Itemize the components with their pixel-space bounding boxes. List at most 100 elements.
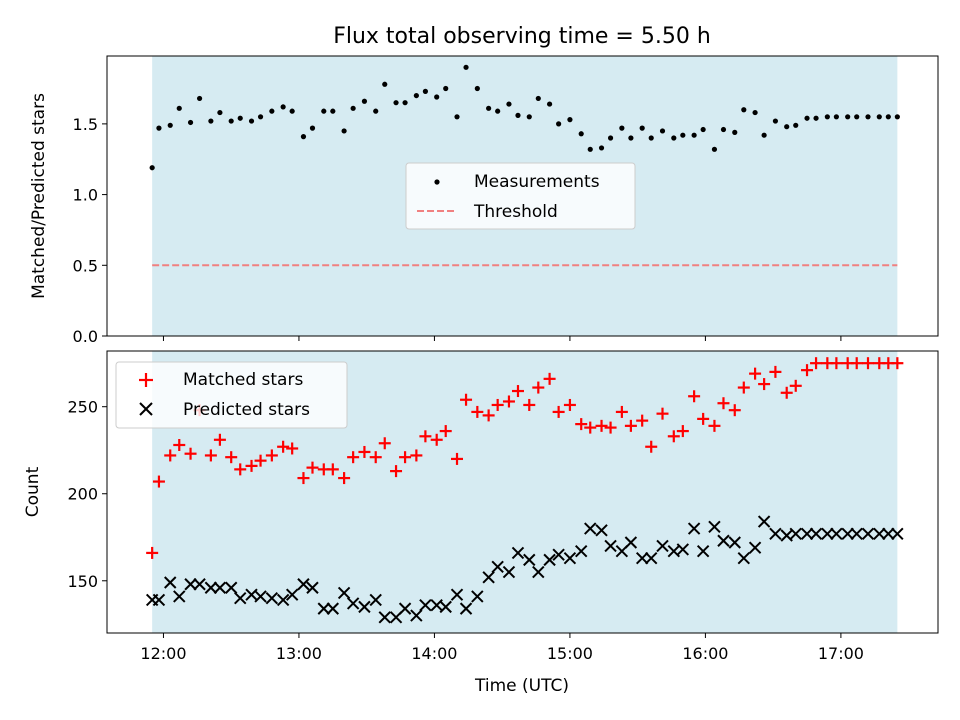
predicted-star-point [563,551,577,565]
predicted-star-point [369,593,382,607]
matched-star-point [595,419,608,432]
bottom-axes-frame [106,350,939,634]
measurement-point [854,114,860,120]
predicted-star-point [378,611,391,624]
measurement-point [628,135,634,141]
predicted-star-point [891,527,904,540]
y-tick-label: 250 [67,398,98,417]
matched-star-point [482,409,495,422]
matched-star-points [146,357,904,559]
matched-star-point [265,449,278,462]
matched-star-point [439,425,452,438]
matched-star-point [306,461,319,474]
measurement-point [515,112,521,118]
top-y-ticks: 0.0 0.5 1.0 1.5 [73,115,107,346]
predicted-star-point [471,590,484,603]
ratio-panel: 0.0 0.5 1.0 1.5 Matched/Predicted stars Mea… [29,55,939,346]
measurement-point [578,131,584,137]
measurement-point [402,100,408,106]
measurement-point [720,126,727,133]
matched-star-point [410,449,423,462]
measurement-point [598,145,605,151]
matched-star-point [152,475,165,488]
matched-star-point [604,421,617,434]
predicted-star-point [459,602,473,615]
predicted-star-point [398,602,412,615]
matched-star-point [297,472,310,485]
top-y-axis-label: Matched/Predicted stars [29,93,49,299]
legend-measurements-marker [434,179,440,185]
x-tick-label: 12:00 [140,644,186,663]
top-legend-box [405,162,636,230]
measurement-point [208,118,214,124]
matched-star-point [338,472,351,485]
measurement-point [648,135,654,141]
y-tick-label: 1.5 [73,115,98,134]
predicted-star-point [164,576,177,589]
figure-title: Flux total observing time = 5.50 h [333,24,711,49]
predicted-star-point [728,536,741,549]
predicted-star-point [523,553,536,567]
measurement-point [495,108,501,114]
predicted-star-point [861,527,875,540]
measurement-point [434,94,440,100]
measurement-point [321,108,327,114]
matched-star-point [532,381,545,394]
matched-star-point [645,440,658,453]
measurement-point [361,98,368,104]
predicted-star-point [482,571,495,584]
measurement-point [772,118,779,124]
measurement-point [752,109,758,116]
measurement-point [680,132,686,138]
matched-star-point [563,398,576,411]
predicted-star-point [624,536,638,549]
top-x-ticks [162,336,842,341]
matched-star-point [708,419,721,432]
x-tick-label: 17:00 [818,644,864,663]
predicted-star-point [645,551,658,565]
matched-star-point [245,459,258,472]
bottom-x-ticks: 12:00 13:00 14:00 15:00 16:00 17:00 [140,633,864,663]
predicted-star-point [552,548,565,561]
predicted-star-point [193,578,206,591]
x-axis-label: Time (UTC) [474,676,569,696]
x-tick-label: 13:00 [276,644,322,663]
measurement-point [217,109,223,116]
bottom-y-ticks: 150 200 250 [67,398,107,591]
measurement-point [309,125,316,131]
measurement-point [587,146,593,152]
y-tick-label: 0.5 [73,256,98,275]
matched-star-point [717,397,730,410]
predicted-star-point [419,598,432,612]
predicted-star-point [213,581,227,594]
predicted-star-point [635,551,649,565]
legend-measurements-label: Measurements [474,172,600,192]
matched-star-point [460,393,473,406]
matched-star-point [543,372,556,385]
measurement-point [567,117,573,123]
predicted-star-point [326,602,340,615]
matched-star-point [511,385,524,398]
predicted-star-point [491,560,504,574]
measurement-point [167,122,173,128]
matched-star-point [758,378,771,391]
predicted-star-point [224,581,238,594]
measurement-point [300,134,307,140]
predicted-star-point [708,520,721,534]
bottom-legend-box [115,361,348,429]
top-axes-frame [106,55,939,337]
measurement-point [784,124,790,130]
matched-star-point [277,440,290,453]
measurement-point [454,114,460,120]
measurement-point [659,128,666,134]
predicted-star-point [152,593,166,607]
matched-star-point [173,439,186,451]
measurement-point [187,119,194,126]
matched-star-point [584,421,597,434]
predicted-star-point [575,544,588,558]
measurement-point [556,121,562,127]
matched-star-point [810,357,823,370]
measurement-point [845,114,851,120]
predicted-star-point [789,527,802,540]
matched-star-point [369,451,382,464]
